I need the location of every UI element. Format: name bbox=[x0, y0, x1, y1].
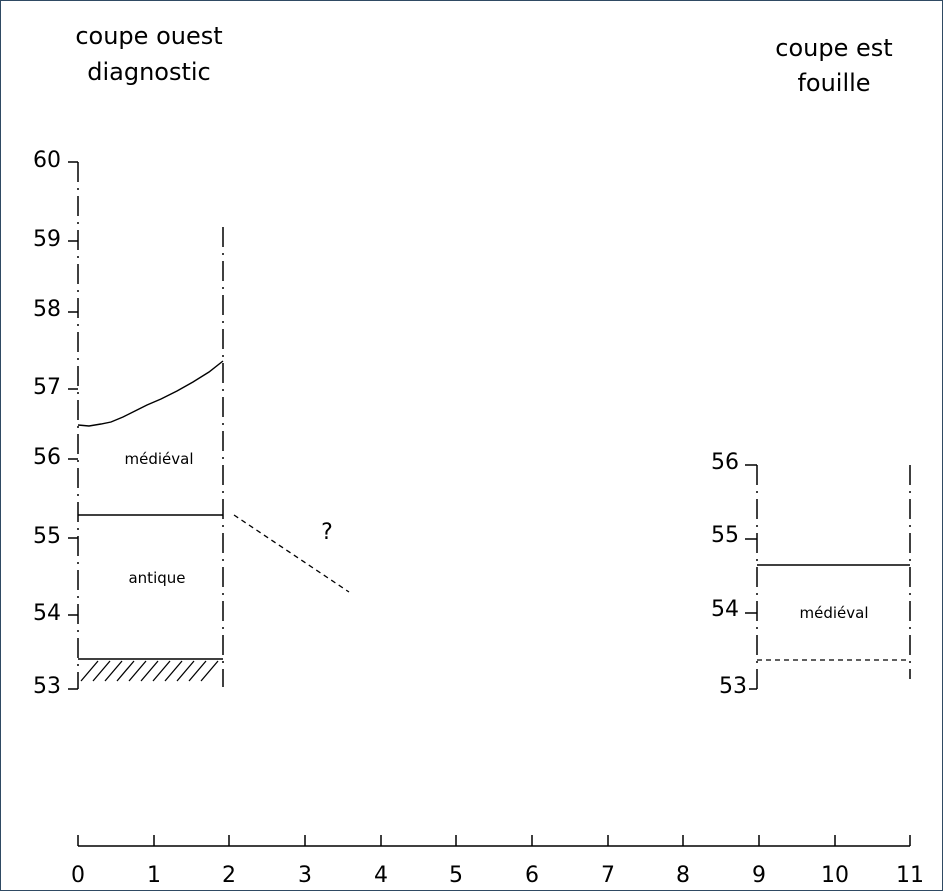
east-section: coupe est fouille 56 55 54 53 médiéval bbox=[711, 34, 911, 699]
distance-tick-6: 6 bbox=[525, 863, 539, 888]
west-title-line2: diagnostic bbox=[87, 58, 211, 86]
west-elevation-ticks bbox=[68, 161, 78, 690]
west-elev-55: 55 bbox=[33, 524, 61, 549]
east-layer-medieval-label: médiéval bbox=[800, 604, 869, 622]
west-hatched-substrate bbox=[80, 660, 219, 682]
east-elev-55: 55 bbox=[711, 523, 739, 548]
distance-tick-5: 5 bbox=[449, 863, 463, 888]
east-elev-56: 56 bbox=[711, 450, 739, 475]
distance-tick-11: 11 bbox=[896, 863, 924, 888]
distance-axis: 0 1 2 3 4 5 6 7 8 9 10 11 bbox=[71, 835, 924, 888]
west-layer-antique-label: antique bbox=[128, 569, 185, 587]
east-elev-54: 54 bbox=[711, 597, 739, 622]
west-title-line1: coupe ouest bbox=[75, 22, 222, 50]
distance-tick-4: 4 bbox=[374, 863, 388, 888]
distance-tick-0: 0 bbox=[71, 863, 85, 888]
west-elev-60: 60 bbox=[33, 148, 61, 173]
distance-tick-10: 10 bbox=[821, 863, 849, 888]
distance-tick-9: 9 bbox=[752, 863, 766, 888]
distance-tick-3: 3 bbox=[298, 863, 312, 888]
east-elev-53: 53 bbox=[719, 674, 747, 699]
west-elev-58: 58 bbox=[33, 297, 61, 322]
west-elev-54: 54 bbox=[33, 601, 61, 626]
distance-tick-1: 1 bbox=[147, 863, 161, 888]
west-elev-56: 56 bbox=[33, 445, 61, 470]
west-layer-medieval-label: médiéval bbox=[125, 450, 194, 468]
distance-tick-8: 8 bbox=[676, 863, 690, 888]
east-title-line2: fouille bbox=[797, 69, 870, 97]
distance-tick-2: 2 bbox=[222, 863, 236, 888]
west-elev-53: 53 bbox=[33, 674, 61, 699]
east-title-line1: coupe est bbox=[775, 34, 892, 62]
west-elev-57: 57 bbox=[33, 375, 61, 400]
east-elevation-ticks bbox=[745, 464, 757, 690]
west-section: coupe ouest diagnostic 60 59 58 57 56 55… bbox=[33, 22, 350, 699]
west-ground-surface bbox=[77, 360, 224, 427]
distance-axis-ticks bbox=[77, 835, 911, 846]
distance-tick-7: 7 bbox=[601, 863, 615, 888]
uncertain-marker: ? bbox=[321, 520, 333, 545]
west-elev-59: 59 bbox=[33, 227, 61, 252]
